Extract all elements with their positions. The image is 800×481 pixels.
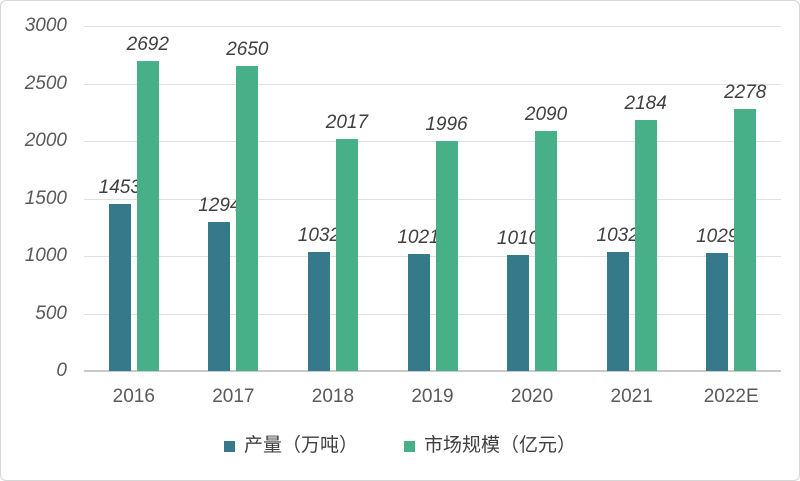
x-tick-label: 2017: [212, 386, 255, 407]
gridline: [84, 26, 781, 27]
bar-output-2016: [108, 203, 131, 371]
data-label: 2692: [126, 34, 169, 56]
bar-market-size-2020: [535, 130, 558, 371]
x-tick-label: 2021: [610, 386, 653, 407]
gridline: [84, 256, 781, 257]
bar-market-size-2021: [634, 119, 657, 371]
y-tick-label: 1500: [24, 187, 67, 209]
bar-output-2018: [307, 252, 330, 371]
data-label: 1453: [98, 176, 141, 198]
bar-market-size-2019: [435, 141, 458, 371]
data-label: 1032: [297, 225, 341, 247]
legend-item-market-size: 市场规模（亿元）: [404, 434, 576, 458]
data-label: 2017: [325, 112, 369, 134]
data-label: 1032: [596, 225, 639, 247]
data-label: 1029: [696, 225, 739, 247]
legend-swatch-icon: [223, 440, 235, 452]
x-tick-label: 2019: [411, 386, 454, 407]
bar-market-size-2016: [136, 61, 159, 371]
legend-label: 市场规模（亿元）: [424, 435, 577, 456]
y-tick-label: 500: [35, 302, 67, 324]
x-tick-label: 2016: [112, 386, 155, 407]
data-label: 2278: [724, 82, 767, 104]
legend-label: 产量（万吨）: [243, 435, 358, 456]
bar-output-2019: [407, 253, 430, 371]
x-tick-label: 2018: [311, 386, 355, 407]
gridline: [84, 198, 781, 200]
data-label: 1996: [425, 114, 468, 136]
y-tick-label: 2500: [24, 72, 67, 94]
y-tick-label: 1000: [24, 245, 67, 266]
plot-area: 1453 2692 1294 2650 1032 2017 1021 1996 1010 2090…: [84, 26, 781, 372]
gridline: [84, 83, 781, 85]
data-label: 2650: [226, 39, 269, 61]
legend-swatch-icon: [404, 440, 415, 452]
y-tick-label: 2000: [24, 130, 67, 151]
data-label: 1294: [198, 195, 241, 217]
bar-market-size-2017: [236, 66, 259, 371]
bar-output-2021: [606, 252, 629, 371]
bar-output-2020: [507, 254, 530, 371]
data-label: 2090: [524, 103, 568, 125]
y-tick-label: 0: [56, 360, 67, 381]
data-label: 1021: [397, 226, 440, 248]
x-tick-label: 2020: [510, 386, 554, 407]
bar-output-2022E: [706, 252, 729, 371]
gridline: [84, 141, 781, 142]
data-label: 1010: [496, 227, 540, 249]
bar-market-size-2018: [335, 139, 358, 371]
x-axis-line: [84, 370, 781, 372]
bar-output-2017: [208, 222, 231, 371]
y-tick-label: 3000: [24, 15, 67, 36]
data-label: 2184: [624, 92, 667, 114]
legend: 产量（万吨） 市场规模（亿元）: [1, 434, 799, 458]
x-tick-label: 2022E: [703, 386, 759, 407]
legend-item-output: 产量（万吨）: [223, 434, 358, 458]
bar-market-size-2022E: [734, 109, 757, 371]
gridline: [84, 313, 781, 315]
